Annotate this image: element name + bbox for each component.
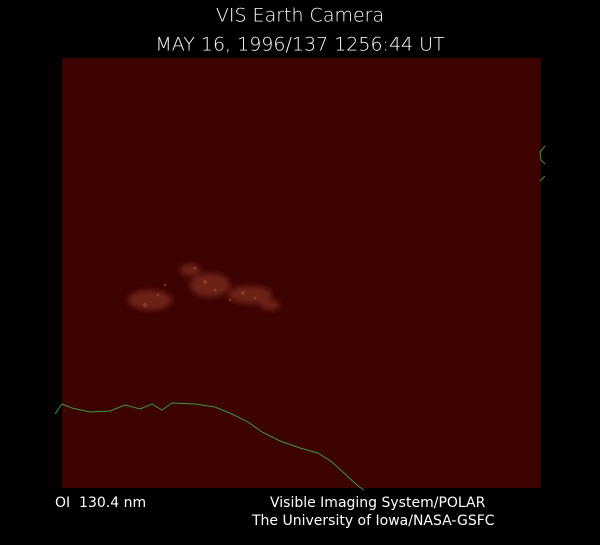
instrument-label: Visible Imaging System/POLAR bbox=[270, 495, 486, 511]
coastline-right-2 bbox=[539, 175, 546, 182]
aurora-glow bbox=[128, 264, 280, 310]
coastline-right bbox=[539, 145, 546, 165]
coastline bbox=[54, 402, 365, 491]
wavelength-label: OI 130.4 nm bbox=[55, 495, 146, 511]
title: VIS Earth Camera bbox=[216, 5, 384, 27]
aurora-spots bbox=[143, 266, 257, 307]
earth-image bbox=[62, 58, 541, 488]
subtitle: MAY 16, 1996/137 1256:44 UT bbox=[155, 34, 445, 56]
credit-label: The University of Iowa/NASA-GSFC bbox=[251, 513, 495, 529]
